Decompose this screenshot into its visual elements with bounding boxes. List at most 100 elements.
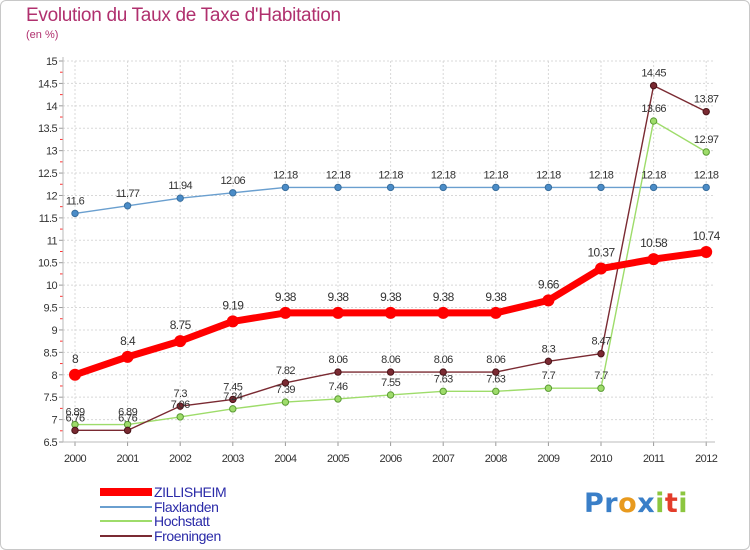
data-label: 7.55	[381, 377, 400, 389]
data-label: 7.39	[276, 384, 295, 396]
data-point	[439, 368, 447, 376]
logo-letter: o	[618, 488, 638, 519]
data-label: 7.82	[276, 365, 295, 377]
legend-swatch	[100, 505, 152, 508]
x-tick-label: 2009	[537, 453, 560, 465]
x-tick-label: 2005	[327, 453, 350, 465]
logo-letter: i	[678, 488, 689, 519]
legend-item-hochstatt: Hochstatt	[100, 514, 226, 529]
x-tick-label: 2006	[380, 453, 403, 465]
data-point	[281, 398, 290, 406]
data-label: 12.18	[326, 169, 351, 181]
data-label: 12.18	[694, 169, 719, 181]
data-point	[71, 209, 79, 218]
data-label: 10.37	[587, 246, 615, 260]
data-point	[281, 183, 290, 192]
x-tick-label: 2008	[485, 453, 508, 465]
data-point	[492, 368, 500, 376]
data-point	[492, 387, 500, 396]
logo-letter: r	[604, 488, 619, 519]
legend-swatch	[100, 534, 152, 537]
data-label: 8.06	[486, 354, 505, 366]
y-tick-label: 13	[46, 146, 58, 158]
data-label: 9.38	[380, 290, 402, 304]
data-label: 6.89	[118, 407, 137, 419]
data-label: 12.18	[273, 169, 298, 181]
data-point	[702, 148, 710, 156]
data-point	[647, 253, 660, 266]
logo-letter: P	[584, 488, 605, 519]
data-label: 7.7	[594, 370, 608, 382]
data-point	[226, 315, 239, 328]
x-tick-label: 2010	[590, 453, 613, 465]
data-label: 11.94	[168, 180, 192, 192]
data-label: 7.46	[328, 381, 347, 393]
data-point	[123, 426, 132, 435]
data-label: 7.63	[434, 373, 453, 385]
data-label: 9.38	[275, 290, 297, 304]
data-point	[489, 306, 502, 319]
y-tick-label: 7.5	[44, 392, 58, 404]
data-label: 9.66	[538, 277, 560, 291]
data-label: 6.89	[65, 407, 84, 419]
legend-label: ZILLISHEIM	[154, 484, 227, 501]
data-label: 9.38	[485, 290, 507, 304]
y-tick-label: 11	[47, 235, 58, 247]
data-label: 7.06	[171, 399, 190, 411]
data-label: 11.6	[66, 195, 85, 207]
data-point	[437, 306, 450, 319]
data-label: 12.18	[641, 169, 666, 181]
legend: ZILLISHEIM Flaxlanden Hochstatt Froening…	[100, 484, 227, 544]
data-label: 9.38	[328, 290, 350, 304]
x-tick-label: 2004	[274, 453, 297, 465]
data-label: 12.18	[589, 169, 614, 181]
data-point	[649, 81, 658, 90]
legend-label: Froeningen	[154, 527, 221, 544]
data-label: 9.19	[222, 298, 244, 312]
data-point	[702, 107, 710, 116]
x-tick-label: 2003	[222, 453, 245, 465]
legend-label: Flaxlanden	[154, 498, 219, 515]
data-label: 8.47	[591, 336, 610, 348]
data-point	[597, 349, 605, 358]
data-label: 12.97	[694, 134, 719, 146]
data-label: 11.77	[116, 188, 140, 200]
data-label: 13.66	[641, 103, 666, 115]
y-tick-label: 8.5	[44, 347, 58, 359]
data-label: 12.18	[378, 169, 403, 181]
data-point	[386, 183, 395, 192]
data-label: 12.18	[484, 169, 509, 181]
y-tick-label: 12	[46, 190, 58, 202]
data-label: 7.24	[223, 391, 242, 403]
data-point	[544, 357, 553, 366]
y-tick-label: 14	[46, 101, 58, 113]
data-label: 8.06	[328, 354, 347, 366]
data-point	[702, 183, 710, 192]
x-tick-label: 2011	[643, 453, 665, 465]
legend-swatch	[100, 520, 152, 523]
data-point	[123, 202, 132, 210]
x-tick-label: 2002	[169, 453, 192, 465]
proxiti-logo: Proxiti	[584, 488, 688, 519]
data-label: 10.58	[640, 236, 668, 250]
y-tick-label: 7	[51, 415, 57, 427]
data-point	[700, 245, 713, 258]
data-point	[229, 395, 237, 404]
y-tick-label: 9.5	[44, 303, 58, 315]
data-label: 12.06	[221, 175, 246, 187]
data-label: 8.06	[381, 354, 400, 366]
data-label: 8.3	[542, 343, 556, 355]
data-point	[279, 306, 292, 319]
data-point	[649, 117, 658, 125]
data-label: 6.76	[118, 412, 137, 424]
data-point	[439, 183, 447, 192]
y-tick-label: 12.5	[38, 168, 57, 180]
y-tick-label: 14.5	[38, 78, 57, 90]
y-tick-label: 10.5	[38, 258, 57, 270]
y-unit-label: (en %)	[26, 29, 59, 41]
data-label: 8	[72, 352, 79, 366]
data-point	[69, 368, 81, 381]
chart-title: Evolution du Taux de Taxe d'Habitation	[26, 5, 341, 26]
